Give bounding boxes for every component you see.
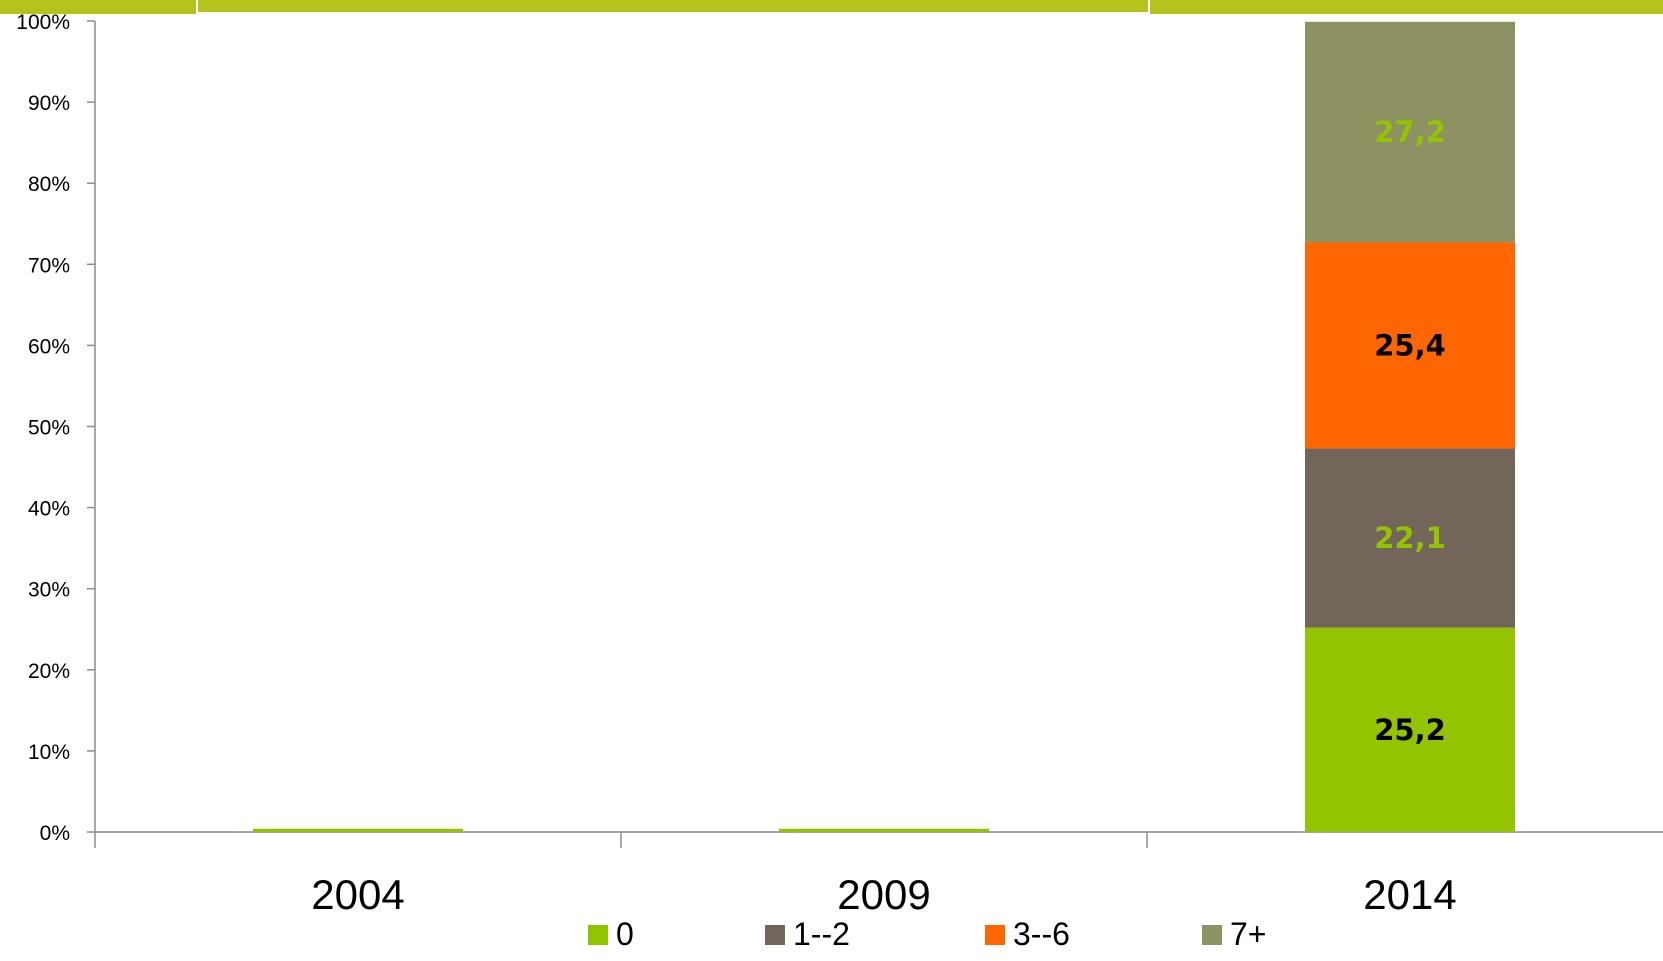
- legend-swatch: [985, 925, 1005, 945]
- data-label: 22,1: [1374, 521, 1446, 555]
- bar-segment: [1305, 242, 1515, 449]
- legend: 0 1--2 3--6 7+: [588, 916, 1266, 952]
- chart-axes: 0% 10% 20% 30% 40% 50% 60% 70% 80% 90% 100% 2004 200…: [16, 11, 1663, 918]
- top-band-segment: [198, 0, 1148, 12]
- legend-swatch: [588, 925, 608, 945]
- bar-segments: [253, 21, 1515, 832]
- data-labels: 25,2 22,1 25,4 27,2: [1374, 115, 1446, 747]
- legend-swatch: [1202, 925, 1222, 945]
- top-band-segment: [1150, 0, 1663, 14]
- legend-label: 3--6: [1013, 916, 1070, 952]
- y-tick-label: 20%: [28, 660, 70, 683]
- y-tick-label: 0%: [40, 822, 70, 845]
- bar-segment: [1305, 627, 1515, 832]
- top-band-segment: [0, 0, 196, 14]
- legend-swatch: [765, 925, 785, 945]
- x-category-label: 2014: [1363, 871, 1456, 918]
- bar-segment: [1305, 448, 1515, 628]
- legend-label: 0: [616, 916, 634, 952]
- top-accent-band: [0, 0, 1663, 14]
- bar-segment: [779, 828, 989, 832]
- bar-segment: [1305, 21, 1515, 243]
- legend-label: 1--2: [793, 916, 850, 952]
- y-tick-label: 90%: [28, 92, 70, 115]
- x-category-label: 2009: [837, 871, 930, 918]
- y-tick-label: 50%: [28, 417, 70, 440]
- y-tick-label: 10%: [28, 741, 70, 764]
- data-label: 25,2: [1374, 713, 1446, 747]
- y-tick-label: 70%: [28, 254, 70, 277]
- legend-label: 7+: [1230, 916, 1266, 952]
- data-label: 25,4: [1374, 328, 1446, 362]
- x-category-label: 2004: [311, 871, 404, 918]
- y-tick-label: 40%: [28, 498, 70, 521]
- y-tick-label: 80%: [28, 173, 70, 196]
- bar-segment: [253, 828, 463, 832]
- y-tick-label: 30%: [28, 579, 70, 602]
- data-label: 27,2: [1374, 115, 1446, 149]
- y-tick-label: 100%: [16, 11, 70, 34]
- y-tick-label: 60%: [28, 335, 70, 358]
